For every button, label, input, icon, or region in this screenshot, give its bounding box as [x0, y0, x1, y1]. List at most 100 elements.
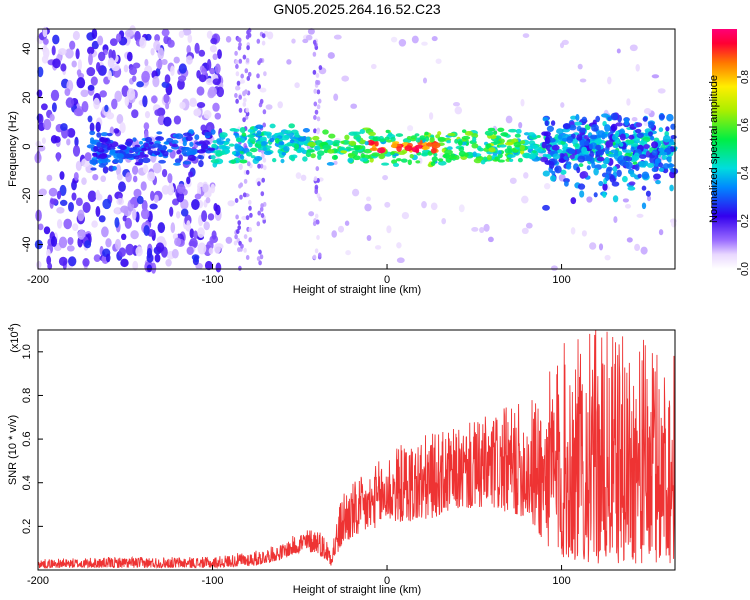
spectrogram-cell-555: [286, 59, 292, 65]
spectrogram-cell-773: [259, 163, 264, 169]
spectrogram-cell-539: [635, 63, 640, 72]
spectrogram-cell-466: [193, 255, 199, 263]
spectrogram-cell-1563: [626, 139, 635, 145]
spectrogram-cell-509: [147, 171, 156, 182]
spectrogram-cell-233: [109, 38, 118, 46]
spectrogram-cell-602: [265, 104, 273, 110]
spectrogram-cell-1490: [381, 162, 390, 166]
spectrogram-cell-675: [238, 183, 242, 189]
spectrogram-cell-1841: [581, 116, 587, 123]
spectrogram-cell-1247: [106, 143, 113, 148]
spectrogram-cell-1718: [527, 132, 535, 136]
spectrogram-cell-489: [161, 28, 170, 37]
spectrogram-cell-527: [422, 77, 428, 84]
spectrogram-cell-738: [248, 205, 252, 211]
spectrogram-cell-1721: [302, 156, 308, 162]
spectrogram-cell-536: [227, 200, 235, 207]
spectrogram-cell-1979: [642, 116, 648, 122]
spectrogram-cell-600: [430, 202, 438, 211]
spectrogram-cell-504: [203, 110, 212, 119]
spectrogram-cell-494: [174, 237, 182, 247]
spectrogram-cell-1947: [628, 170, 635, 175]
spectrogram-cell-689: [238, 107, 243, 113]
spectrogram-cell-469: [180, 208, 189, 217]
spectrogram-cell-1653: [498, 144, 507, 148]
spectrogram-cell-1924: [574, 121, 583, 126]
spectrogram-cell-1539: [266, 133, 272, 139]
spectrogram-cell-283: [186, 176, 191, 185]
spectrogram-cell-1170: [155, 136, 164, 142]
spectrogram-cell-769: [262, 122, 267, 128]
spectrogram-cell-642: [305, 34, 313, 41]
spectrogram-cell-453: [50, 198, 58, 205]
spectrogram-cell-1889: [641, 171, 650, 180]
spectrogram-cell-2006: [562, 123, 571, 130]
spectrogram-cell-2024: [570, 197, 577, 205]
spectrogram-cell-460: [208, 86, 217, 97]
spectrogram-cell-1512: [219, 132, 228, 138]
spectrogram-cell-2014: [639, 154, 647, 159]
spectrogram-cell-1673: [194, 134, 200, 141]
spectrogram-cell-156: [122, 215, 127, 222]
spectrogram-cell-1740: [595, 115, 601, 123]
spectrogram-cell-367: [77, 229, 86, 240]
spectrogram-cell-1253: [289, 139, 295, 144]
spectrogram-cell-819: [314, 189, 319, 195]
spectrogram-cell-1945: [604, 124, 611, 132]
spectrogram-cell-371: [191, 199, 200, 210]
spectrogram-cell-485: [124, 29, 134, 38]
spectrogram-cell-568: [646, 195, 652, 202]
spectrogram-cell-508: [46, 174, 53, 182]
spectrogram-cell-1164: [328, 133, 336, 139]
spectrogram-cell-817: [313, 115, 317, 120]
spectrogram-cell-1421: [241, 132, 247, 137]
spectrogram-cell-420: [107, 57, 115, 69]
spectrogram-cell-496: [136, 195, 144, 205]
spectrogram-cell-2030: [563, 155, 568, 161]
spectrogram-cell-50: [180, 199, 189, 210]
spectrogram-cell-514: [76, 77, 86, 89]
spectrogram-cell-1574: [366, 139, 375, 146]
spectrogram-cell-567: [390, 36, 398, 43]
spectrogram-cell-1521: [314, 145, 321, 151]
spectrogram-cell-741: [244, 89, 248, 95]
spectrogram-cell-563: [441, 217, 447, 225]
spectrogram-cell-793: [262, 157, 267, 163]
spectrogram-cell-1863: [564, 181, 569, 187]
spectrogram-cell-370: [114, 238, 121, 251]
spectrogram-cell-172: [205, 197, 211, 204]
spectrogram-cell-1606: [368, 131, 376, 137]
spectrogram-cell-389: [82, 258, 90, 267]
spectrogram-cell-1720: [210, 159, 220, 164]
spectrogram-cell-1902: [579, 139, 587, 148]
spectrogram-cell-293: [198, 74, 207, 83]
spectrogram-cell-905: [272, 157, 277, 163]
spectrogram-cell-523: [225, 35, 232, 43]
spectrogram-cell-1684: [378, 138, 386, 142]
spectrogram-cell-528: [634, 243, 641, 252]
spectrogram-cell-1582: [494, 156, 499, 162]
spectrogram-cell-671: [235, 59, 239, 65]
spectrogram-cell-426: [144, 111, 151, 119]
spectrogram-cell-806: [313, 128, 317, 134]
spectrogram-cell-400: [132, 208, 137, 221]
spectrogram-cell-441: [204, 260, 213, 271]
spectrogram-cell-785: [256, 38, 261, 44]
colorbar-ticks: 0.0 0.2 0.4 0.6 0.8: [737, 70, 750, 276]
spectrogram-cell-1195: [250, 155, 256, 159]
spectrogram-cell-1866: [657, 162, 664, 168]
spectrogram-cell-164: [157, 47, 165, 60]
spectrogram-cell-1925: [641, 202, 647, 210]
spectrogram-cell-1500: [262, 146, 268, 152]
spectrogram-cell-834: [313, 176, 318, 182]
spectrogram-cell-1567: [256, 130, 262, 136]
spectrogram-cell-321: [154, 109, 162, 116]
spectrogram-cell-1621: [415, 137, 421, 143]
spectrogram-cell-1691: [196, 149, 206, 154]
spectrogram-cell-1508: [347, 157, 354, 164]
spectrogram-cell-386: [189, 98, 198, 108]
spectrogram-cell-766: [261, 177, 266, 183]
spectrogram-cell-1360: [97, 148, 105, 153]
spectrogram-cell-455: [52, 34, 60, 45]
